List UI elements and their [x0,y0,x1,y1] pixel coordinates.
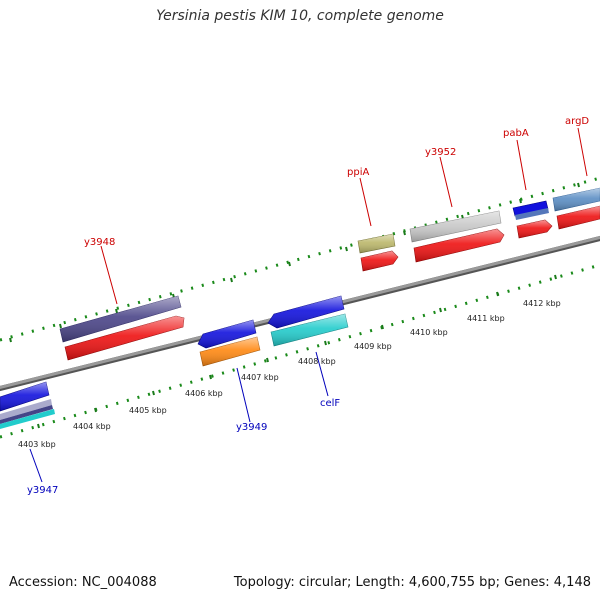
callout-line-y3948 [100,245,118,305]
map-title: Yersinia pestis KIM 10, complete genome [156,8,444,24]
tick-label-4409: 4409 kbp [354,342,392,351]
callout-line-pabA [516,139,527,191]
cds-arrow-y3949[interactable] [199,336,261,367]
upper-ruler [0,176,600,342]
gene-label-y3947[interactable]: y3947 [27,485,58,496]
gene-label-ppiA[interactable]: ppiA [347,167,369,178]
gene-feature-ppiA[interactable] [357,233,396,254]
gene-feature-pabA[interactable] [512,200,549,220]
tick-label-4404: 4404 kbp [73,422,111,431]
callout-line-y3949 [236,367,251,423]
tick-label-4406: 4406 kbp [185,389,223,398]
callout-line-argD [577,127,588,177]
tick-label-4412: 4412 kbp [523,299,561,308]
tick-label-4411: 4411 kbp [467,314,505,323]
callout-line-y3947 [29,448,43,483]
tick-label-4407: 4407 kbp [241,373,279,382]
gene-feature-y3947[interactable] [0,381,50,412]
accession-text: Accession: NC_004088 [9,575,157,590]
gene-feature-celF[interactable] [267,295,345,329]
tick-label-4408: 4408 kbp [298,357,336,366]
cds-arrow-argD[interactable] [556,205,600,230]
cds-arrow-y3947[interactable] [0,399,55,429]
cds-arrow-celF[interactable] [270,313,349,347]
callout-line-celF [315,351,329,397]
tick-label-4410: 4410 kbp [410,328,448,337]
gene-feature-argD[interactable] [552,187,600,212]
gene-label-celF[interactable]: celF [320,398,340,409]
tick-label-4403: 4403 kbp [18,440,56,449]
gene-label-argD[interactable]: argD [565,116,589,127]
gene-feature-y3949[interactable] [197,319,257,349]
gene-label-y3949[interactable]: y3949 [236,422,267,433]
cds-arrow-pabA[interactable] [516,219,553,239]
lower-ruler-major-ticks [37,274,557,429]
cds-arrow-y3952[interactable] [413,228,505,263]
gene-label-y3948[interactable]: y3948 [84,237,115,248]
cds-arrow-ppiA[interactable] [360,250,399,272]
cds-arrow-y3948[interactable] [64,315,185,361]
gene-label-pabA[interactable]: pabA [503,128,529,139]
gene-label-y3952[interactable]: y3952 [425,147,456,158]
genome-info-text: Topology: circular; Length: 4,600,755 bp… [233,575,591,590]
gene-feature-y3948[interactable] [59,295,182,343]
callout-line-ppiA [359,177,372,227]
tick-label-4405: 4405 kbp [129,406,167,415]
callout-line-y3952 [439,156,453,208]
gene-feature-y3952[interactable] [409,210,502,243]
